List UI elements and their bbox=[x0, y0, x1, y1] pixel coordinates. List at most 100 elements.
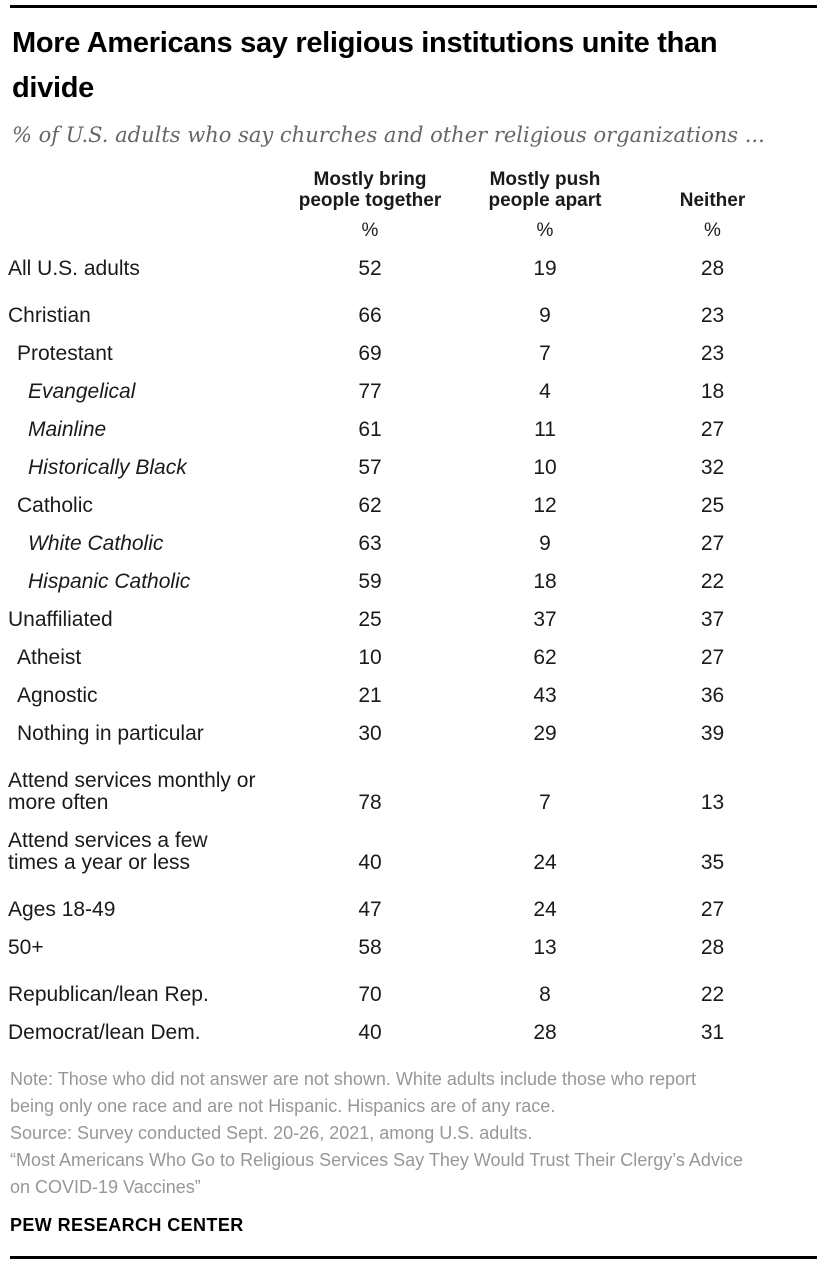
table-row: Evangelical 77 4 18 bbox=[8, 381, 827, 403]
cell-value: 13 bbox=[700, 791, 725, 814]
cell-value: 59 bbox=[358, 570, 382, 593]
cell-value: 25 bbox=[700, 494, 725, 517]
figure-subtitle: % of U.S. adults who say churches and ot… bbox=[12, 123, 765, 147]
cell-value: 24 bbox=[533, 898, 557, 921]
row-label: Republican/lean Rep. bbox=[8, 983, 209, 1006]
row-label: All U.S. adults bbox=[8, 257, 140, 280]
cell-value: 36 bbox=[700, 684, 725, 707]
cell-value: 78 bbox=[358, 791, 382, 814]
cell-value: 62 bbox=[358, 494, 382, 517]
table-row: Unaffiliated 25 37 37 bbox=[8, 609, 827, 631]
table-row: Democrat/lean Dem. 40 28 31 bbox=[8, 1022, 827, 1044]
cell-value: 13 bbox=[533, 936, 557, 959]
cell-value: 27 bbox=[700, 418, 725, 441]
cell-value: 69 bbox=[358, 342, 382, 365]
row-label: Mainline bbox=[28, 418, 107, 441]
row-label: Agnostic bbox=[17, 684, 98, 707]
unit-percent-sign: % bbox=[536, 220, 554, 241]
table-body: All U.S. adults 52 19 28 Christian 66 9 23 Prote… bbox=[8, 258, 827, 1044]
cell-value: 23 bbox=[700, 304, 725, 327]
cell-value: 21 bbox=[358, 684, 382, 707]
cell-value: 28 bbox=[533, 1021, 557, 1044]
cell-value: 31 bbox=[700, 1021, 725, 1044]
note-text: Note: Those who did not answer are not s… bbox=[10, 1069, 697, 1116]
table-row: White Catholic 63 9 27 bbox=[8, 533, 827, 555]
report-title-text: “Most Americans Who Go to Religious Serv… bbox=[10, 1150, 743, 1197]
cell-value: 30 bbox=[358, 722, 382, 745]
table-row: Christian 66 9 23 bbox=[8, 305, 827, 327]
table-row: Catholic 62 12 25 bbox=[8, 495, 827, 517]
cell-value: 10 bbox=[533, 456, 557, 479]
column-header-bring-together: Mostly bring people together bbox=[298, 169, 442, 211]
table-row: Historically Black 57 10 32 bbox=[8, 457, 827, 479]
cell-value: 40 bbox=[358, 1021, 382, 1044]
footer-notes: Note: Those who did not answer are not s… bbox=[10, 1066, 827, 1201]
cell-value: 18 bbox=[700, 380, 725, 403]
row-label: Catholic bbox=[17, 494, 93, 517]
cell-value: 22 bbox=[700, 570, 725, 593]
cell-value: 29 bbox=[533, 722, 557, 745]
table-row: All U.S. adults 52 19 28 bbox=[8, 258, 827, 280]
unit-row: % % % bbox=[8, 220, 827, 242]
cell-value: 77 bbox=[358, 380, 382, 403]
cell-value: 37 bbox=[533, 608, 557, 631]
row-label: Atheist bbox=[17, 646, 82, 669]
cell-value: 35 bbox=[700, 851, 725, 874]
cell-value: 12 bbox=[533, 494, 557, 517]
unit-label-spacer bbox=[8, 220, 280, 242]
table-row: Nothing in particular 30 29 39 bbox=[8, 723, 827, 745]
table-row: Mainline 61 11 27 bbox=[8, 419, 827, 441]
figure-title: More Americans say religious institution… bbox=[12, 27, 718, 104]
cell-value: 27 bbox=[700, 898, 725, 921]
cell-value: 4 bbox=[539, 380, 551, 403]
cell-value: 23 bbox=[700, 342, 725, 365]
cell-value: 43 bbox=[533, 684, 557, 707]
bottom-rule bbox=[10, 1256, 817, 1259]
row-label: Nothing in particular bbox=[17, 722, 204, 745]
cell-value: 61 bbox=[358, 418, 382, 441]
cell-value: 47 bbox=[358, 898, 382, 921]
row-label: Unaffiliated bbox=[8, 608, 113, 631]
cell-value: 25 bbox=[358, 608, 382, 631]
table-row: Attend services a few times a year or le… bbox=[8, 830, 827, 874]
row-label: White Catholic bbox=[28, 532, 164, 555]
row-label: Attend services a few times a year or le… bbox=[8, 829, 208, 874]
cell-value: 8 bbox=[539, 983, 551, 1006]
cell-value: 70 bbox=[358, 983, 382, 1006]
row-label: Attend services monthly or more often bbox=[8, 769, 256, 814]
table-row: 50+ 58 13 28 bbox=[8, 937, 827, 959]
cell-value: 37 bbox=[700, 608, 725, 631]
row-label: 50+ bbox=[8, 936, 44, 959]
table-row: Protestant 69 7 23 bbox=[8, 343, 827, 365]
cell-value: 52 bbox=[358, 257, 382, 280]
cell-value: 58 bbox=[358, 936, 382, 959]
cell-value: 22 bbox=[700, 983, 725, 1006]
row-label: Hispanic Catholic bbox=[28, 570, 191, 593]
table-header-row: Mostly bring people together Mostly push… bbox=[8, 169, 827, 211]
cell-value: 11 bbox=[534, 418, 556, 441]
cell-value: 62 bbox=[533, 646, 557, 669]
top-rule bbox=[10, 5, 817, 8]
cell-value: 10 bbox=[358, 646, 382, 669]
row-label: Protestant bbox=[17, 342, 113, 365]
cell-value: 27 bbox=[700, 646, 725, 669]
unit-percent-sign: % bbox=[704, 220, 721, 241]
cell-value: 24 bbox=[533, 851, 557, 874]
cell-value: 7 bbox=[539, 791, 551, 814]
row-label: Evangelical bbox=[28, 380, 136, 403]
row-label: Democrat/lean Dem. bbox=[8, 1021, 201, 1044]
cell-value: 66 bbox=[358, 304, 382, 327]
cell-value: 57 bbox=[358, 456, 382, 479]
cell-value: 40 bbox=[358, 851, 382, 874]
column-header-neither: Neither bbox=[679, 190, 746, 211]
cell-value: 7 bbox=[539, 342, 551, 365]
pew-research-center-wordmark: PEW RESEARCH CENTER bbox=[10, 1215, 244, 1235]
cell-value: 39 bbox=[700, 722, 725, 745]
table-row: Atheist 10 62 27 bbox=[8, 647, 827, 669]
cell-value: 9 bbox=[539, 304, 551, 327]
data-table: Mostly bring people together Mostly push… bbox=[8, 169, 827, 1044]
row-label: Ages 18-49 bbox=[8, 898, 116, 921]
table-row: Agnostic 21 43 36 bbox=[8, 685, 827, 707]
unit-percent-sign: % bbox=[361, 220, 379, 241]
source-text: Source: Survey conducted Sept. 20-26, 20… bbox=[10, 1123, 533, 1143]
